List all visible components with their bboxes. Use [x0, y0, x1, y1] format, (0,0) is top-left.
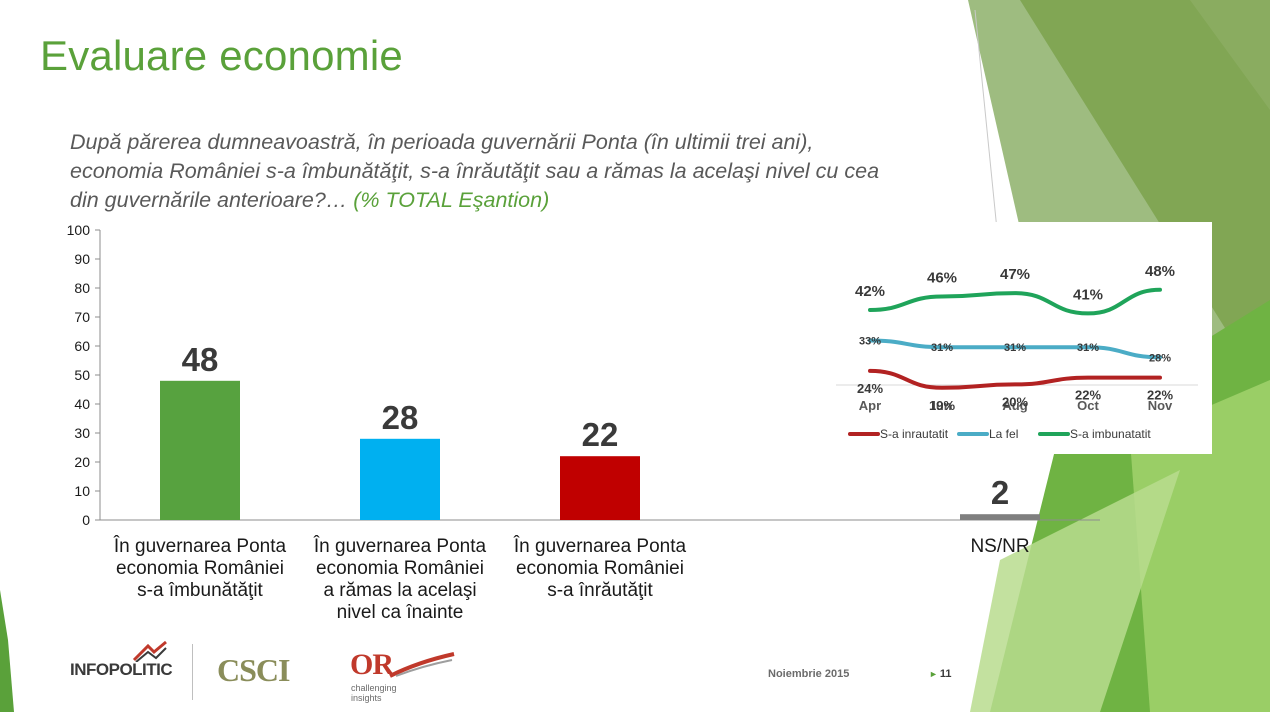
inset-x-tick-label: Aug — [1002, 398, 1027, 413]
x-category-label-line: economia României — [116, 558, 284, 579]
legend-label: S-a inrautatit — [880, 427, 949, 441]
inset-x-tick-label: Nov — [1148, 398, 1173, 413]
inset-data-label: 31% — [931, 342, 953, 354]
page-number-value: 11 — [939, 668, 952, 680]
y-tick-label: 20 — [74, 454, 90, 470]
inset-data-label: 31% — [1004, 342, 1026, 354]
page-arrow-icon: ► — [929, 669, 938, 679]
x-category-label-line: economia României — [516, 558, 684, 579]
inset-x-tick-label: Oct — [1077, 398, 1099, 413]
inset-data-label: 42% — [855, 283, 885, 300]
x-category-label-line: nivel ca înainte — [336, 602, 464, 623]
inset-data-label: 22% — [1075, 388, 1101, 403]
y-tick-label: 10 — [74, 483, 90, 499]
x-category-label-line: a rămas la acelaşi — [323, 580, 477, 601]
x-category-label-line: NS/NR — [970, 536, 1030, 557]
x-category-label: În guvernarea Ponta economia României a ră… — [300, 536, 500, 624]
inset-series-line — [868, 338, 1162, 360]
inset-data-label: 46% — [927, 270, 957, 287]
legend-label: La fel — [989, 427, 1018, 441]
inset-data-label: 20% — [1002, 394, 1028, 409]
decor-shape-6 — [0, 590, 14, 712]
inset-data-label: 33% — [859, 335, 881, 347]
inset-data-label: 22% — [1147, 388, 1173, 403]
inset-data-label: 47% — [1000, 266, 1030, 283]
inset-data-label: 24% — [857, 381, 883, 396]
inset-data-label: 19% — [929, 398, 955, 413]
bar — [560, 456, 640, 520]
line-chart: Apr Iun Aug Oct Nov 24% 19% 20% 22% 22% 33% 31% 31% 3… — [836, 263, 1198, 441]
inset-x-tick-label: Iun — [932, 398, 952, 413]
bar-data-label: 48 — [182, 341, 219, 378]
x-category-label-line: s-a înrăutăţit — [547, 580, 653, 601]
bar — [360, 438, 440, 520]
decor-shape-5 — [970, 470, 1180, 712]
question-text: După părerea dumneavoastră, în perioada … — [70, 130, 880, 212]
x-category-label: În guvernarea Ponta economia României s-a … — [500, 536, 700, 602]
bar — [960, 514, 1040, 520]
bar-data-label: 2 — [991, 474, 1009, 511]
inset-data-label: 48% — [1145, 263, 1175, 280]
logo-tagline: challenging insights — [351, 683, 397, 703]
question-scope: (% TOTAL Eşantion) — [353, 188, 550, 212]
bar-data-label: 22 — [582, 416, 619, 453]
y-tick-label: 30 — [74, 425, 90, 441]
y-tick-label: 50 — [74, 367, 90, 383]
y-tick-label: 80 — [74, 280, 90, 296]
y-tick-label: 40 — [74, 396, 90, 412]
inset-series-line — [868, 287, 1162, 316]
or-swoosh-icon — [389, 652, 455, 678]
y-tick-label: 70 — [74, 309, 90, 325]
y-tick-label: 60 — [74, 338, 90, 354]
slide-title: Evaluare economie — [40, 32, 403, 79]
inset-data-label: 31% — [1077, 342, 1099, 354]
bar — [160, 380, 240, 520]
x-category-label: În guvernarea Ponta economia României s-a … — [100, 536, 300, 602]
inset-series-line — [868, 368, 1162, 390]
x-category-label-line: În guvernarea Ponta — [513, 536, 687, 557]
logo-infopolitic: INFOPOLITIC — [70, 660, 173, 679]
logo-or: OR — [350, 648, 394, 681]
y-tick-label: 0 — [82, 512, 90, 528]
legend-label: S-a imbunatatit — [1070, 427, 1151, 441]
x-category-label-line: s-a îmbunătăţit — [137, 580, 263, 601]
decor-shape-4 — [1130, 380, 1270, 712]
inset-data-label: 28% — [1149, 352, 1171, 364]
page-number: ► 11 — [929, 668, 952, 680]
inset-data-label: 41% — [1073, 286, 1103, 303]
survey-question: După părerea dumneavoastră, în perioada … — [70, 128, 900, 215]
x-category-label: NS/NR — [900, 536, 1100, 558]
x-category-label-line: În guvernarea Ponta — [113, 536, 287, 557]
bar-data-label: 28 — [382, 399, 419, 436]
x-category-label-line: În guvernarea Ponta — [313, 536, 487, 557]
footer-date: Noiembrie 2015 — [768, 668, 850, 680]
logo-csci: CSCI — [217, 652, 290, 688]
inset-x-tick-label: Apr — [859, 398, 881, 413]
infopolitic-mark-icon — [132, 640, 167, 662]
x-category-label-line: economia României — [316, 558, 484, 579]
y-tick-label: 90 — [74, 251, 90, 267]
logo-divider — [192, 644, 193, 700]
y-tick-label: 100 — [67, 222, 91, 238]
trend-inset: Apr Iun Aug Oct Nov 24% 19% 20% 22% 22% 33% 31% 31% 3… — [832, 222, 1212, 454]
